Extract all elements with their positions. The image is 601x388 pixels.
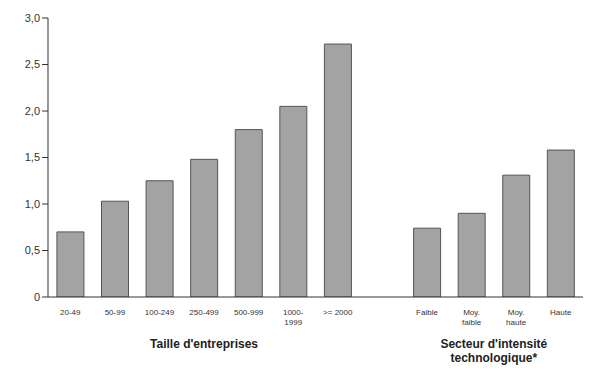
svg-text:1999: 1999 — [284, 318, 302, 327]
svg-text:0: 0 — [34, 291, 40, 303]
svg-text:faible: faible — [462, 318, 482, 327]
svg-text:1000-: 1000- — [283, 308, 304, 317]
svg-text:haute: haute — [506, 318, 527, 327]
svg-text:500-999: 500-999 — [234, 308, 264, 317]
svg-text:1,0: 1,0 — [25, 198, 40, 210]
svg-text:100-249: 100-249 — [145, 308, 175, 317]
svg-text:2,0: 2,0 — [25, 105, 40, 117]
svg-text:Haute: Haute — [550, 308, 572, 317]
svg-text:Moy.: Moy. — [463, 308, 480, 317]
svg-text:250-499: 250-499 — [189, 308, 219, 317]
svg-text:0,5: 0,5 — [25, 244, 40, 256]
svg-text:20-49: 20-49 — [60, 308, 81, 317]
svg-text:3,0: 3,0 — [25, 12, 40, 24]
svg-text:2,5: 2,5 — [25, 58, 40, 70]
svg-text:>= 2000: >= 2000 — [323, 308, 353, 317]
svg-text:Faible: Faible — [416, 308, 438, 317]
svg-text:1,5: 1,5 — [25, 151, 40, 163]
html-text:Taille d'entreprises: Taille d'entreprises — [150, 337, 258, 351]
html-text:Secteur d'intensité technologi: Secteur d'intensité technologique* — [440, 337, 548, 365]
svg-text:Moy.: Moy. — [508, 308, 525, 317]
svg-text:50-99: 50-99 — [105, 308, 126, 317]
